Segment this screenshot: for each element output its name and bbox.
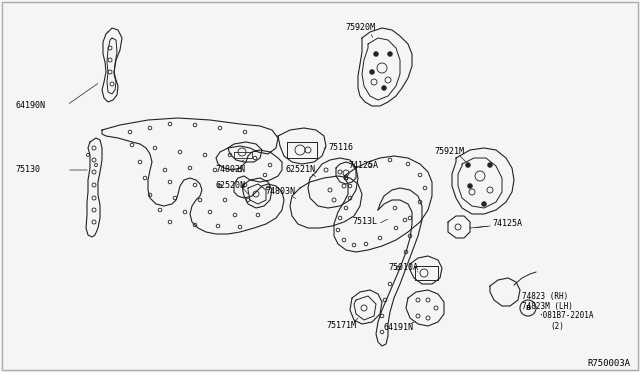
Text: 75130: 75130 <box>15 166 40 174</box>
Text: 64191N: 64191N <box>384 324 414 333</box>
Text: 74803N: 74803N <box>265 187 295 196</box>
Text: 74125A: 74125A <box>492 219 522 228</box>
Text: 75010A: 75010A <box>388 263 418 273</box>
Text: (2): (2) <box>550 321 564 330</box>
Circle shape <box>488 163 493 167</box>
Text: 74823M (LH): 74823M (LH) <box>522 301 573 311</box>
Text: 74125A: 74125A <box>348 161 378 170</box>
Circle shape <box>369 70 374 74</box>
Text: B: B <box>525 305 531 311</box>
Text: 7513L: 7513L <box>352 218 377 227</box>
Circle shape <box>374 51 378 57</box>
Text: 75171M: 75171M <box>326 321 356 330</box>
Circle shape <box>481 202 486 206</box>
Text: 62521N: 62521N <box>285 166 315 174</box>
Text: 75920M: 75920M <box>345 23 375 32</box>
Text: 64190N: 64190N <box>15 100 45 109</box>
Circle shape <box>381 86 387 90</box>
Text: 75921M: 75921M <box>434 148 464 157</box>
Text: 75116: 75116 <box>328 144 353 153</box>
Text: 74802N: 74802N <box>215 166 245 174</box>
Circle shape <box>465 163 470 167</box>
Circle shape <box>387 51 392 57</box>
Circle shape <box>467 183 472 189</box>
Text: ·081B7-2201A: ·081B7-2201A <box>538 311 593 321</box>
Text: 62520N: 62520N <box>215 180 245 189</box>
Text: R750003A: R750003A <box>587 359 630 368</box>
Text: 74823 (RH): 74823 (RH) <box>522 292 568 301</box>
